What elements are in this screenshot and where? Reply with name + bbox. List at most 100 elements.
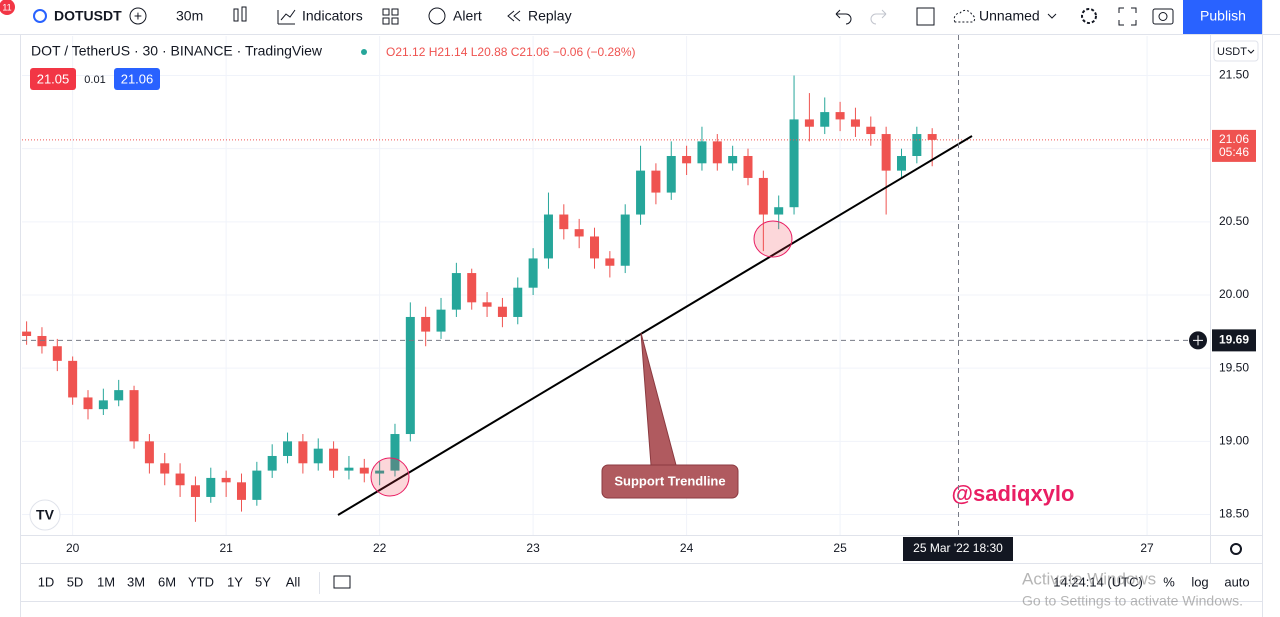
candle-body	[804, 119, 814, 127]
symbol-icon[interactable]	[33, 9, 47, 23]
buy-button[interactable]	[114, 68, 160, 90]
candle-body	[283, 441, 293, 456]
range-button[interactable]: All	[286, 574, 301, 589]
watermark-subtitle: Go to Settings to activate Windows.	[1022, 593, 1243, 609]
x-tick-label: 22	[373, 541, 387, 555]
templates-icon[interactable]	[382, 8, 399, 25]
candle-body	[866, 126, 876, 135]
candle-body	[114, 390, 124, 401]
range-button[interactable]: 5Y	[255, 574, 271, 589]
chart-type-icon[interactable]	[233, 8, 239, 22]
candle-body	[513, 287, 523, 317]
candle-body	[236, 482, 246, 500]
candle-body	[298, 441, 308, 464]
candle-body	[68, 360, 78, 398]
y-tick-label: 20.00	[1219, 287, 1249, 301]
interval[interactable]: 30m	[176, 8, 203, 24]
tv-logo[interactable]	[29, 499, 61, 531]
candle-body	[666, 155, 676, 193]
candle-body	[743, 155, 753, 178]
range-button[interactable]: 3M	[127, 574, 145, 589]
time-axis-settings[interactable]	[1230, 543, 1242, 555]
crosshair-time: 25 Mar '22 18:30	[913, 541, 1003, 555]
currency-selector[interactable]	[1213, 40, 1259, 62]
candle-body	[436, 309, 446, 332]
candle-body	[344, 467, 354, 471]
candle-body	[37, 335, 47, 347]
publish-button[interactable]	[1183, 0, 1263, 34]
chart-type-icon	[241, 6, 247, 22]
auto-toggle[interactable]: auto	[1224, 574, 1249, 589]
range-button[interactable]: 6M	[158, 574, 176, 589]
y-tick-label: 19.00	[1219, 434, 1249, 448]
last-price-label: 21.06	[1219, 132, 1249, 146]
candle-body	[682, 155, 692, 164]
range-button[interactable]: 1D	[38, 574, 55, 589]
callout-box[interactable]	[601, 464, 739, 499]
sell-price: 21.05	[37, 71, 70, 86]
touch-circle[interactable]	[753, 220, 793, 258]
redo-button[interactable]	[870, 9, 887, 25]
clock: 14:24:14 (UTC)	[1053, 574, 1143, 589]
fullscreen-button[interactable]	[1118, 7, 1137, 26]
screenshot-button[interactable]	[1152, 8, 1174, 25]
candle-body	[543, 214, 553, 259]
percent-toggle[interactable]: %	[1163, 574, 1175, 589]
candle-body	[22, 331, 32, 336]
tv-logo-mark: TV	[36, 507, 55, 523]
candle-body	[267, 455, 277, 471]
range-button[interactable]: YTD	[188, 574, 214, 589]
layout-button[interactable]	[916, 7, 935, 26]
sell-button[interactable]	[30, 68, 76, 90]
y-tick-label: 21.50	[1219, 68, 1249, 82]
layout-name[interactable]: Unnamed	[979, 8, 1040, 24]
range-button[interactable]: 1M	[97, 574, 115, 589]
spread: 0.01	[84, 74, 105, 86]
x-tick-label: 20	[66, 541, 80, 555]
candle-body	[927, 134, 937, 140]
candle-body	[774, 207, 784, 215]
candle-body	[451, 273, 461, 310]
indicators-button[interactable]: Indicators	[302, 8, 363, 24]
settings-button[interactable]	[1081, 8, 1097, 24]
candle-body	[221, 477, 231, 483]
trendline[interactable]	[337, 135, 973, 516]
candle-body	[559, 214, 569, 230]
touch-circle[interactable]	[370, 457, 410, 497]
symbol[interactable]: DOTUSDT	[54, 8, 122, 24]
candle-body	[359, 467, 369, 474]
candle-body	[620, 214, 630, 266]
x-tick-label: 21	[219, 541, 233, 555]
candle-body	[83, 397, 93, 410]
candle-body	[129, 390, 139, 442]
range-button[interactable]: 5D	[67, 574, 84, 589]
candle-body	[820, 112, 830, 127]
candle-body	[651, 170, 661, 193]
candle-body	[850, 119, 860, 127]
range-button[interactable]: 1Y	[227, 574, 243, 589]
candle-body	[175, 473, 185, 486]
alert-icon	[428, 7, 446, 25]
camera-lens	[1158, 12, 1168, 21]
candle-body	[190, 485, 200, 497]
crosshair-price-label: 19.69	[1219, 333, 1249, 347]
goto-date-button[interactable]	[333, 575, 351, 589]
log-toggle[interactable]: log	[1191, 574, 1208, 589]
compare-button[interactable]	[129, 7, 147, 25]
replay-button[interactable]: Replay	[528, 8, 572, 24]
candle-body	[421, 316, 431, 332]
alert-button[interactable]: Alert	[453, 8, 482, 24]
dropdown-arrow[interactable]	[1047, 13, 1057, 19]
publish-label: Publish	[1200, 8, 1246, 24]
last-price-tag	[1212, 129, 1256, 162]
candle-body	[206, 477, 216, 497]
crosshair-price-tag	[1212, 329, 1256, 352]
y-tick-label: 20.50	[1219, 214, 1249, 228]
dropdown-arrow	[1247, 49, 1255, 54]
status-dot	[361, 49, 367, 55]
candle-body	[375, 470, 385, 474]
countdown-label: 05:46	[1219, 145, 1249, 159]
candle-body	[313, 448, 323, 464]
y-tick-label: 18.50	[1219, 507, 1249, 521]
undo-button[interactable]	[835, 9, 852, 25]
